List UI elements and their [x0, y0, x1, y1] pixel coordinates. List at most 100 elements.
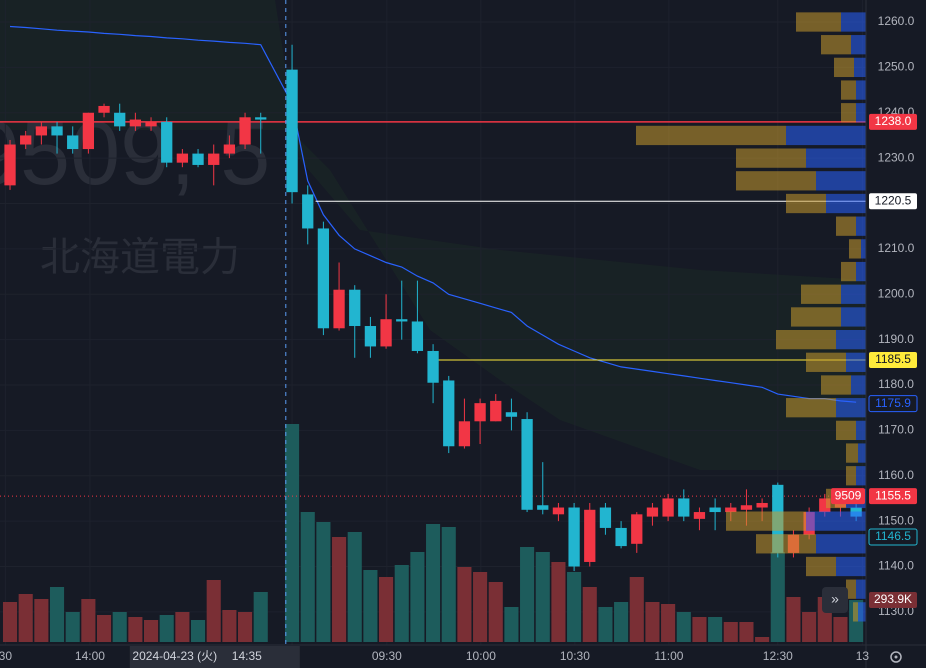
profile-sell: [841, 80, 856, 100]
volume-bar: [190, 620, 206, 642]
volume-bar: [394, 565, 409, 642]
price-line-label: 1238.0: [875, 114, 912, 128]
profile-sell: [756, 534, 816, 554]
profile-sell: [821, 35, 851, 55]
crosshair-box: [129, 646, 300, 668]
last-price-label: 1155.5: [875, 488, 911, 502]
candle-body: [756, 502, 768, 508]
volume-bar: [582, 587, 597, 642]
vwap-line: [9, 25, 857, 403]
volume-bar: [520, 547, 535, 642]
settings-button[interactable]: [890, 651, 902, 663]
profile-buy: [858, 443, 866, 463]
candle-body: [443, 380, 455, 447]
volume-bar: [300, 512, 315, 642]
candle-body: [35, 126, 48, 136]
profile-sell: [841, 103, 856, 123]
volume-bar: [567, 572, 582, 642]
candle-body: [725, 507, 737, 513]
candle-body: [458, 421, 471, 447]
profile-sell: [821, 375, 851, 395]
y-tick-label: 1230.0: [878, 150, 915, 164]
profile-sell: [846, 443, 858, 463]
volume-bar: [535, 552, 550, 642]
y-tick-label: 1210.0: [878, 241, 915, 255]
profile-buy: [856, 261, 866, 282]
x-tick-label: 09:30: [372, 649, 402, 663]
candle-body: [740, 505, 753, 510]
profile-sell: [806, 556, 836, 577]
profile-sell: [836, 420, 856, 441]
profile-buy: [786, 125, 866, 146]
candle-body: [208, 153, 220, 165]
candle-body: [67, 135, 79, 150]
candle-body: [114, 112, 126, 127]
scroll-button[interactable]: »: [822, 587, 848, 613]
candle-body: [349, 289, 361, 327]
volume-bar: [2, 602, 18, 642]
candle-body: [51, 126, 63, 136]
volume-bar: [786, 597, 801, 642]
price-line-label-box: [869, 113, 917, 130]
profile-buy: [856, 80, 866, 100]
candle-body: [615, 527, 627, 547]
volume-bar: [676, 612, 691, 642]
profile-sell: [849, 239, 861, 259]
profile-sell: [841, 261, 856, 282]
volume-bar: [755, 637, 770, 642]
symbol-box: [831, 488, 865, 505]
svg-text:»: »: [831, 591, 839, 607]
volume-bar: [159, 615, 174, 642]
candle-body: [192, 153, 204, 165]
profile-buy: [816, 534, 866, 554]
volume-bar: [645, 602, 660, 642]
profile-sell: [806, 352, 846, 372]
candle-body: [317, 228, 330, 329]
volume-bar: [65, 612, 80, 642]
profile-sell: [736, 148, 806, 168]
candle-body: [286, 69, 298, 193]
price-line-label: 1220.5: [875, 193, 912, 207]
candle-body: [145, 121, 157, 127]
crosshair-time: 14:35: [232, 649, 262, 663]
y-tick-label: 1260.0: [878, 14, 915, 28]
volume-bar: [96, 615, 112, 642]
volume-bar: [614, 602, 629, 642]
candle-body: [819, 498, 831, 513]
profile-sell: [846, 579, 856, 599]
candle-body: [20, 135, 32, 145]
volume-bar: [175, 612, 190, 642]
profile-sell: [853, 602, 858, 622]
candle-body: [631, 514, 643, 544]
volume-bar: [34, 599, 49, 642]
volume-bar: [473, 572, 488, 642]
candle-body: [239, 117, 251, 145]
volume-label-box: [869, 592, 917, 609]
candle-body: [537, 505, 549, 510]
profile-sell: [786, 398, 836, 418]
profile-sell: [786, 193, 826, 214]
profile-buy: [836, 556, 866, 577]
candle-body: [302, 194, 314, 229]
profile-buy: [836, 398, 866, 418]
y-tick-label: 1170.0: [878, 423, 914, 437]
profile-buy: [861, 239, 866, 259]
volume-bar: [739, 622, 754, 642]
profile-sell: [736, 171, 816, 191]
volume-label: 293.9K: [874, 592, 912, 606]
volume-bar: [692, 617, 707, 642]
candle-body: [4, 144, 16, 186]
candle-body: [709, 507, 721, 513]
candle-body: [255, 117, 267, 120]
other-label: 1146.5: [875, 529, 911, 543]
candle-body: [161, 121, 173, 163]
volume-bar: [49, 587, 65, 642]
y-tick-label: 1140.0: [878, 559, 914, 573]
y-tick-label: 1160.0: [878, 468, 914, 482]
profile-sell: [636, 125, 786, 146]
volume-bar: [316, 522, 331, 642]
profile-buy: [806, 511, 866, 531]
volume-bar: [410, 552, 425, 642]
profile-buy: [841, 284, 866, 304]
candle-body: [490, 400, 502, 422]
